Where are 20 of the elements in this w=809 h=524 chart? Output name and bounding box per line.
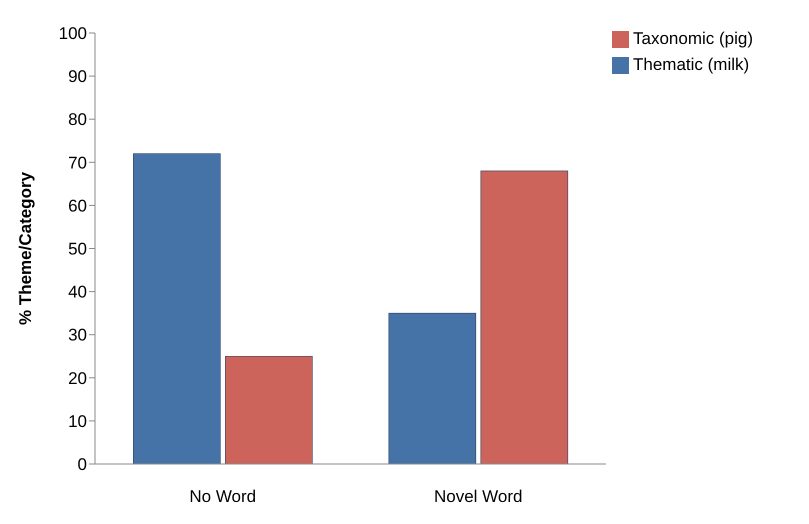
bar [388, 312, 476, 464]
y-tick-label: 0 [78, 455, 87, 474]
y-tick-label: 40 [68, 282, 87, 302]
bar [133, 153, 221, 464]
y-tick-label: 100 [58, 24, 87, 44]
x-tick-label: Novel Word [434, 487, 522, 506]
y-tick-label: 90 [68, 67, 87, 86]
bar [480, 170, 568, 464]
y-tick-label: 20 [68, 368, 87, 388]
y-tick-label: 70 [68, 153, 87, 172]
y-axis-title: % Theme/Category [16, 171, 36, 326]
bar [225, 356, 313, 464]
legend-label: Taxonomic (pig) [633, 29, 753, 48]
y-tick-label: 60 [68, 196, 87, 216]
legend-label: Thematic (milk) [633, 55, 750, 74]
y-tick-label: 30 [68, 326, 87, 345]
y-tick-label: 10 [68, 412, 87, 431]
y-tick-label: 80 [68, 110, 87, 130]
y-tick-label: 50 [68, 240, 87, 259]
x-tick-label: No Word [189, 487, 256, 506]
